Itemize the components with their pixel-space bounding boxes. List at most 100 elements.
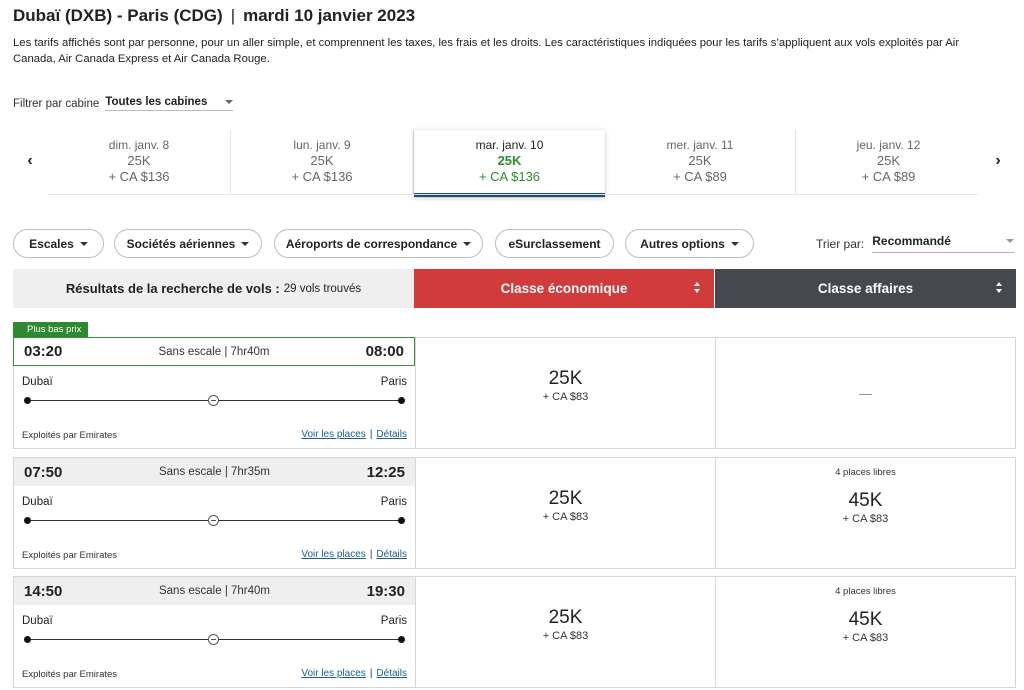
flight-duration: Sans escale | 7hr40m xyxy=(158,345,270,358)
origin-city: Dubaï xyxy=(22,496,53,508)
caret-down-icon xyxy=(1006,239,1015,243)
details-link[interactable]: Détails xyxy=(376,549,407,560)
filter-stops-button[interactable]: Escales xyxy=(13,229,104,258)
origin-city: Dubaï xyxy=(22,615,53,627)
filter-stops-label: Escales xyxy=(29,236,74,251)
destination-city: Paris xyxy=(380,615,407,627)
destination-city: Paris xyxy=(380,496,407,508)
flight-links: Voir les places | Détails xyxy=(301,429,407,440)
economy-fare-cell[interactable]: 25K + CA $83 xyxy=(415,458,715,568)
route-title: Dubaï (DXB) - Paris (CDG) xyxy=(13,6,223,25)
view-seats-link[interactable]: Voir les places xyxy=(301,668,366,679)
business-fare-cell: — xyxy=(715,338,1015,448)
flight-links: Voir les places | Détails xyxy=(301,549,407,560)
filter-airlines-button[interactable]: Sociétés aériennes xyxy=(114,229,262,258)
view-seats-link[interactable]: Voir les places xyxy=(301,549,366,560)
departure-time: 14:50 xyxy=(24,582,63,600)
arrival-time: 19:30 xyxy=(366,582,405,600)
departure-time: 07:50 xyxy=(24,463,63,481)
flight-times: 03:20 Sans escale | 7hr40m 08:00 xyxy=(13,337,415,366)
plane-icon xyxy=(208,634,219,645)
sort-select[interactable]: Recommandé xyxy=(872,234,1015,253)
date-points: 25K xyxy=(497,153,522,168)
sort-icon xyxy=(694,282,702,294)
caret-down-icon xyxy=(241,241,250,246)
business-fare-cell[interactable]: 4 places libres 45K + CA $83 xyxy=(715,458,1015,568)
origin-dot-icon xyxy=(24,636,31,643)
prev-dates-button[interactable]: ‹ xyxy=(27,152,33,169)
date-tax: + CA $136 xyxy=(291,169,353,184)
operated-by: Exploités par Emirates xyxy=(22,550,118,561)
date-points: 25K xyxy=(310,153,334,168)
business-class-label: Classe affaires xyxy=(817,281,914,296)
origin-city: Dubaï xyxy=(22,376,53,388)
flight-row: 03:20 Sans escale | 7hr40m 08:00 Dubaï P… xyxy=(13,337,1016,449)
fare-tax: + CA $83 xyxy=(842,632,889,644)
sort-control: Trier par: Recommandé xyxy=(816,234,1015,253)
economy-fare-cell[interactable]: 25K + CA $83 xyxy=(415,338,715,448)
flight-row: 07:50 Sans escale | 7hr35m 12:25 Dubaï P… xyxy=(13,457,1016,569)
results-summary: Résultats de la recherche de vols : 29 v… xyxy=(13,269,414,308)
seats-available: 4 places libres xyxy=(835,467,896,478)
business-class-header[interactable]: Classe affaires xyxy=(715,269,1016,308)
filter-more-options-button[interactable]: Autres options xyxy=(625,229,754,258)
link-separator: | xyxy=(369,668,373,679)
date-label: dim. janv. 8 xyxy=(108,138,170,152)
departure-time: 03:20 xyxy=(24,343,63,360)
view-seats-link[interactable]: Voir les places xyxy=(301,429,366,440)
caret-down-icon xyxy=(463,241,472,246)
arrival-time: 12:25 xyxy=(366,463,405,481)
cabin-select[interactable]: Toutes les cabines xyxy=(105,96,234,111)
fare-description: Les tarifs affichés sont par personne, p… xyxy=(13,37,960,65)
date-option-jan-9[interactable]: lun. janv. 9 25K + CA $136 xyxy=(231,130,414,194)
results-header: Résultats de la recherche de vols : 29 v… xyxy=(13,269,1016,308)
date-divider xyxy=(48,194,978,195)
route-line xyxy=(24,634,405,645)
date-label: mer. janv. 11 xyxy=(666,138,734,152)
flight-cities: Dubaï Paris xyxy=(22,615,407,627)
arrival-time: 08:00 xyxy=(365,343,404,360)
date-tax: + CA $89 xyxy=(673,169,727,184)
flight-times: 07:50 Sans escale | 7hr35m 12:25 xyxy=(14,458,415,486)
date-carousel: ‹ dim. janv. 8 25K + CA $136 lun. janv. … xyxy=(0,130,1024,198)
cabin-filter: Filtrer par cabine Toutes les cabines xyxy=(13,96,234,111)
operated-by: Exploités par Emirates xyxy=(22,669,118,680)
route-line xyxy=(24,515,405,526)
business-fare-cell[interactable]: 4 places libres 45K + CA $83 xyxy=(715,577,1015,687)
details-link[interactable]: Détails xyxy=(376,668,407,679)
filter-upgrade-button[interactable]: eSurclassement xyxy=(495,229,614,258)
date-points: 25K xyxy=(127,153,151,168)
route-line xyxy=(24,395,405,406)
economy-fare-cell[interactable]: 25K + CA $83 xyxy=(415,577,715,687)
date-option-jan-8[interactable]: dim. janv. 8 25K + CA $136 xyxy=(48,130,231,194)
date-option-jan-10-selected[interactable]: mar. janv. 10 25K + CA $136 xyxy=(414,130,605,197)
fare-points: 25K xyxy=(548,607,583,628)
caret-down-icon xyxy=(225,100,234,104)
page-title: Dubaï (DXB) - Paris (CDG) | mardi 10 janvi… xyxy=(13,6,415,26)
filter-more-label: Autres options xyxy=(640,236,725,251)
details-link[interactable]: Détails xyxy=(376,429,407,440)
date-label: mar. janv. 10 xyxy=(475,138,544,152)
plane-icon xyxy=(208,395,219,406)
date-points: 25K xyxy=(688,153,712,168)
date-tax: + CA $136 xyxy=(478,169,541,184)
caret-down-icon xyxy=(730,241,739,246)
next-dates-button[interactable]: › xyxy=(995,152,1001,169)
destination-dot-icon xyxy=(398,517,405,524)
flight-row: 14:50 Sans escale | 7hr40m 19:30 Dubaï P… xyxy=(13,576,1016,688)
destination-city: Paris xyxy=(380,376,407,388)
fare-tax: + CA $83 xyxy=(542,630,589,642)
economy-class-header[interactable]: Classe économique xyxy=(414,269,714,308)
filter-airports-button[interactable]: Aéroports de correspondance xyxy=(274,229,483,258)
date-title: mardi 10 janvier 2023 xyxy=(243,6,416,25)
fare-points: 45K xyxy=(848,609,883,630)
sort-label: Trier par: xyxy=(816,236,865,251)
results-count: 29 vols trouvés xyxy=(283,282,362,295)
date-option-jan-12[interactable]: jeu. janv. 12 25K + CA $89 xyxy=(796,130,981,194)
results-title: Résultats de la recherche de vols : xyxy=(65,281,280,296)
destination-dot-icon xyxy=(398,397,405,404)
fare-unavailable: — xyxy=(859,386,872,401)
date-option-jan-11[interactable]: mer. janv. 11 25K + CA $89 xyxy=(605,130,796,194)
plane-icon xyxy=(208,515,219,526)
lowest-price-badge: Plus bas prix xyxy=(13,322,89,337)
